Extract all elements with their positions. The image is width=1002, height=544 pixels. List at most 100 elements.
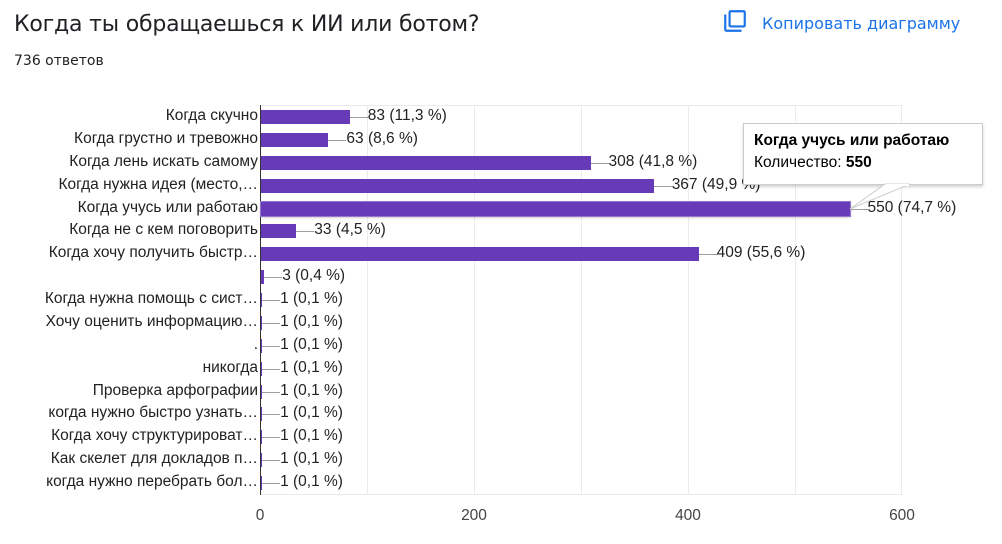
value-label: 1 (0,1 %) bbox=[280, 312, 343, 330]
bar-row[interactable]: Когда грустно и тревожно 63 (8,6 %) bbox=[0, 128, 1002, 151]
category-label: никогда bbox=[202, 358, 258, 376]
bar[interactable] bbox=[261, 110, 350, 124]
bar-row[interactable]: когда нужно быстро узнать… 1 (0,1 %) bbox=[0, 402, 1002, 425]
x-tick-label: 200 bbox=[461, 507, 487, 524]
chart-title: Когда ты обращаешься к ИИ или ботом? bbox=[14, 12, 480, 37]
bar[interactable] bbox=[261, 224, 297, 239]
bar[interactable] bbox=[261, 155, 591, 170]
category-label: когда нужно быстро узнать… bbox=[48, 404, 258, 422]
category-label: . bbox=[253, 335, 258, 353]
category-label: Когда не с кем поговорить bbox=[69, 221, 258, 239]
bar-row[interactable]: Когда хочу получить быстр… 409 (55,6 %) bbox=[0, 242, 1002, 265]
value-label: 1 (0,1 %) bbox=[280, 381, 343, 399]
bar-row[interactable]: . 1 (0,1 %) bbox=[0, 334, 1002, 357]
tooltip: Когда учусь или работаю Количество: 550 bbox=[743, 123, 983, 185]
value-label: 550 (74,7 %) bbox=[867, 198, 957, 216]
label-leader bbox=[262, 460, 281, 462]
value-label: 83 (11,3 %) bbox=[367, 107, 447, 124]
copy-chart-button[interactable]: Копировать диаграмму bbox=[722, 6, 960, 40]
bar[interactable] bbox=[261, 247, 699, 262]
gridline bbox=[367, 105, 368, 495]
category-label: Как скелет для докладов п… bbox=[50, 450, 258, 468]
bar[interactable] bbox=[261, 476, 263, 491]
bar[interactable] bbox=[261, 384, 263, 399]
category-label: Когда нужна помощь с сист… bbox=[44, 290, 258, 308]
label-leader bbox=[262, 368, 281, 370]
label-leader bbox=[262, 322, 281, 324]
copy-chart-label: Копировать диаграмму bbox=[762, 13, 961, 33]
bar[interactable] bbox=[261, 453, 263, 468]
gridline bbox=[795, 105, 796, 495]
value-label: 367 (49,9 %) bbox=[671, 175, 761, 193]
value-label: 1 (0,1 %) bbox=[280, 427, 343, 445]
bar-row[interactable]: Хочу оценить информацию… 1 (0,1 %) bbox=[0, 311, 1002, 334]
label-leader bbox=[349, 117, 368, 118]
bar-row[interactable]: Как скелет для докладов п… 1 (0,1 %) bbox=[0, 448, 1002, 471]
label-leader bbox=[262, 300, 281, 302]
bar-row[interactable]: Когда нужна помощь с сист… 1 (0,1 %) bbox=[0, 288, 1002, 311]
value-label: 1 (0,1 %) bbox=[280, 290, 343, 308]
gridline bbox=[581, 105, 582, 495]
y-axis bbox=[260, 105, 261, 495]
category-label: когда нужно перебрать бол… bbox=[46, 473, 258, 491]
bar[interactable] bbox=[261, 132, 329, 147]
bar[interactable] bbox=[261, 361, 263, 376]
value-label: 409 (55,6 %) bbox=[716, 244, 806, 262]
label-leader bbox=[590, 162, 609, 164]
value-label: 63 (8,6 %) bbox=[346, 129, 418, 147]
bar-row[interactable]: Проверка арфографии 1 (0,1 %) bbox=[0, 380, 1002, 403]
category-label: Хочу оценить информацию… bbox=[45, 312, 258, 330]
value-label: 1 (0,1 %) bbox=[280, 335, 343, 353]
label-leader bbox=[296, 231, 315, 233]
category-label: Когда хочу структурироват… bbox=[51, 427, 258, 445]
bar[interactable] bbox=[261, 338, 263, 353]
bar[interactable] bbox=[261, 407, 263, 422]
label-leader bbox=[653, 185, 672, 187]
label-leader bbox=[262, 414, 281, 416]
gridline bbox=[688, 105, 689, 495]
tooltip-value: 550 bbox=[845, 154, 872, 171]
bar[interactable] bbox=[261, 201, 850, 216]
bar-row[interactable]: 3 (0,4 %) bbox=[0, 265, 1002, 288]
value-label: 3 (0,4 %) bbox=[282, 267, 346, 285]
category-label: Когда хочу получить быстр… bbox=[48, 244, 258, 262]
category-label: Когда грустно и тревожно bbox=[74, 129, 258, 147]
label-leader bbox=[262, 437, 281, 439]
x-tick-label: 600 bbox=[889, 507, 915, 524]
category-label: Когда лень искать самому bbox=[69, 152, 258, 170]
bar-row[interactable]: Когда учусь или работаю 550 (74,7 %) bbox=[0, 197, 1002, 220]
label-leader bbox=[262, 391, 281, 393]
label-leader bbox=[849, 208, 868, 210]
bar-row[interactable]: Когда хочу структурироват… 1 (0,1 %) bbox=[0, 425, 1002, 448]
bar[interactable] bbox=[261, 430, 263, 445]
bar-row[interactable]: Когда скучно 83 (11,3 %) bbox=[0, 105, 1002, 128]
value-label: 33 (4,5 %) bbox=[314, 221, 386, 239]
bar-row[interactable]: Когда лень искать самому 308 (41,8 %) bbox=[0, 151, 1002, 174]
category-label: Когда учусь или работаю bbox=[77, 198, 258, 216]
bar[interactable] bbox=[261, 178, 654, 193]
label-leader bbox=[262, 345, 281, 347]
label-leader bbox=[698, 254, 717, 256]
bar-row[interactable]: никогда 1 (0,1 %) bbox=[0, 357, 1002, 380]
value-label: 1 (0,1 %) bbox=[280, 473, 343, 491]
bar[interactable] bbox=[261, 315, 263, 330]
tooltip-title: Когда учусь или работаю bbox=[754, 132, 950, 149]
bar-row[interactable]: когда нужно перебрать бол… 1 (0,1 %) bbox=[0, 471, 1002, 494]
value-label: 1 (0,1 %) bbox=[280, 404, 343, 422]
gridline bbox=[474, 105, 475, 495]
x-tick-label: 400 bbox=[675, 507, 701, 524]
x-tick-label: 0 bbox=[255, 507, 265, 524]
bar-row[interactable]: Когда не с кем поговорить 33 (4,5 %) bbox=[0, 219, 1002, 242]
value-label: 1 (0,1 %) bbox=[280, 450, 343, 468]
value-label: 308 (41,8 %) bbox=[608, 152, 698, 170]
bar-row[interactable]: Когда нужна идея (место,… 367 (49,9 %) bbox=[0, 174, 1002, 197]
copy-icon bbox=[722, 8, 748, 39]
category-label: Когда скучно bbox=[165, 107, 258, 124]
category-label: Проверка арфографии bbox=[92, 381, 258, 399]
label-leader bbox=[264, 277, 283, 279]
value-label: 1 (0,1 %) bbox=[280, 358, 343, 376]
category-label: Когда нужна идея (место,… bbox=[58, 175, 258, 193]
label-leader bbox=[328, 139, 347, 141]
bar[interactable] bbox=[261, 270, 265, 285]
bar[interactable] bbox=[261, 293, 263, 308]
